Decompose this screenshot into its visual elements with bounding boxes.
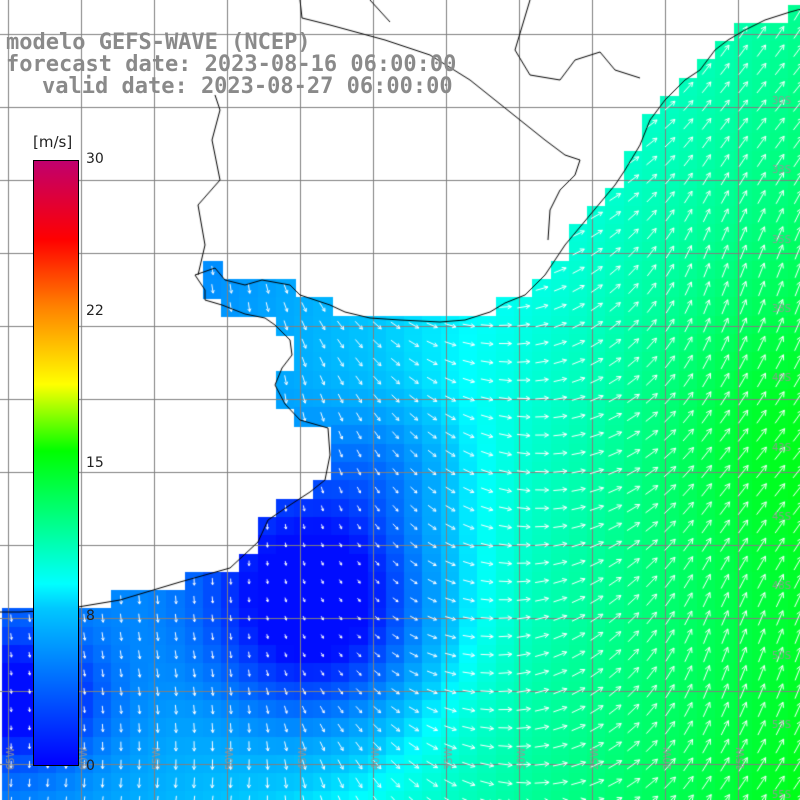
forecast-date: forecast date: 2023-08-16 06:00:00 bbox=[6, 52, 457, 77]
colorbar-tick: 15 bbox=[86, 455, 104, 471]
colorbar-units: [m/s] bbox=[33, 133, 73, 151]
model-title: modelo GEFS-WAVE (NCEP) bbox=[6, 30, 311, 55]
colorbar-tick: 0 bbox=[86, 758, 95, 774]
valid-date: valid date: 2023-08-27 06:00:00 bbox=[42, 74, 453, 99]
colorbar-tick: 30 bbox=[86, 151, 104, 167]
colorbar bbox=[33, 160, 79, 766]
colorbar-tick: 8 bbox=[86, 608, 95, 624]
colorbar-tick: 22 bbox=[86, 303, 104, 319]
